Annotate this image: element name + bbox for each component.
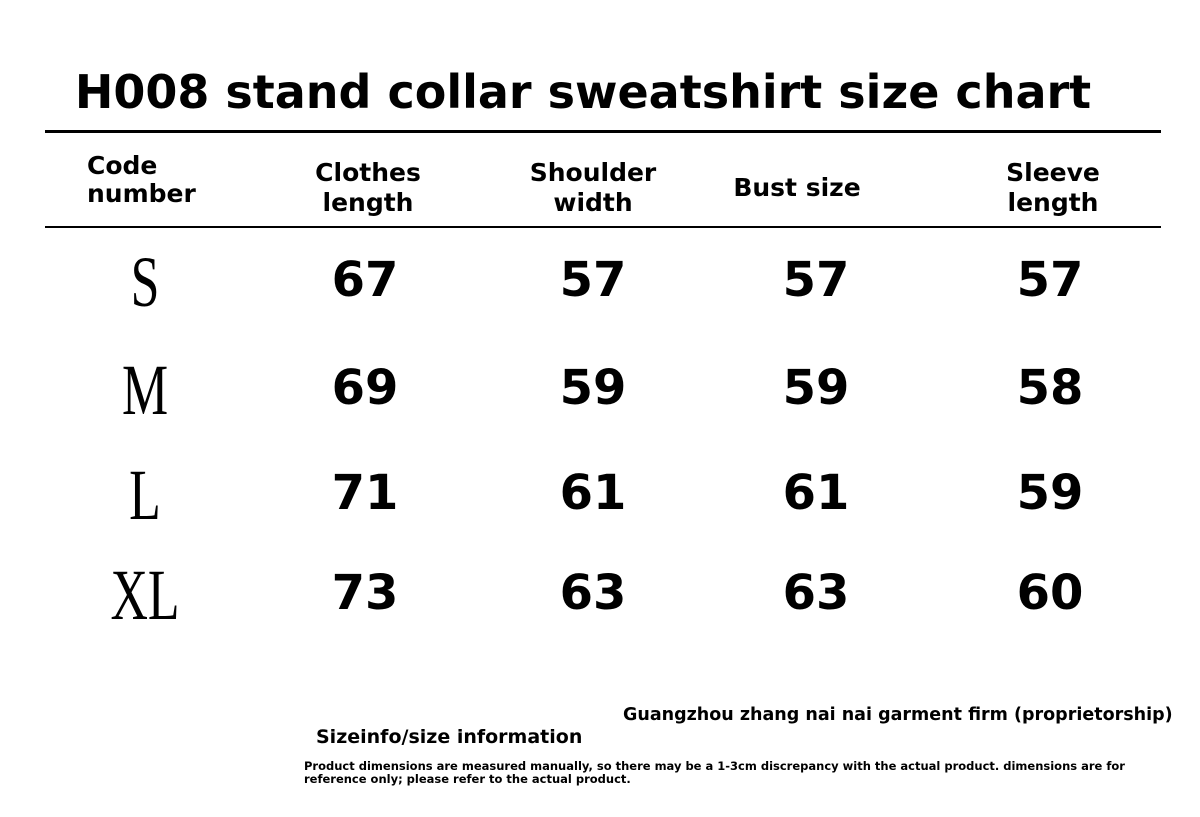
column-header: Bust size	[733, 173, 860, 203]
header-line: Bust size	[733, 173, 861, 202]
company-name: Guangzhou zhang nai nai garment firm (pr…	[623, 705, 1173, 725]
measurement: 60	[1016, 565, 1084, 621]
measurement: 59	[559, 360, 627, 416]
measurement: 59	[1016, 465, 1084, 521]
measurement: 63	[782, 565, 850, 621]
size-code: S	[130, 242, 160, 322]
header-line: Shoulder	[529, 158, 657, 187]
column-header: Clothes length	[315, 158, 421, 218]
column-header: Code number	[87, 152, 196, 208]
measurement: 57	[1016, 252, 1084, 308]
size-code: L	[129, 455, 161, 535]
measurement: 57	[559, 252, 627, 308]
size-code: M	[121, 350, 169, 430]
top-rule	[45, 130, 1161, 133]
header-line: Clothes	[315, 158, 421, 187]
title: H008 stand collar sweatshirt size chart	[74, 65, 1092, 119]
header-line: width	[553, 188, 633, 217]
measurement: 58	[1016, 360, 1084, 416]
disclaimer: Product dimensions are measured manually…	[304, 759, 1125, 786]
measurement: 61	[782, 465, 850, 521]
measurement: 57	[782, 252, 850, 308]
column-header: Sleeve length	[1006, 158, 1100, 218]
header-line: length	[322, 188, 414, 217]
measurement: 63	[559, 565, 627, 621]
size-code: XL	[110, 555, 180, 635]
column-header: Shoulder width	[530, 158, 657, 218]
measurement: 61	[559, 465, 627, 521]
measurement: 59	[782, 360, 850, 416]
size-info-label: Sizeinfo/size information	[316, 726, 583, 748]
header-line: length	[1007, 188, 1099, 217]
measurement: 69	[331, 360, 399, 416]
header-line: Code	[87, 151, 158, 180]
header-line: Sleeve	[1006, 158, 1100, 187]
measurement: 73	[331, 565, 399, 621]
measurement: 71	[331, 465, 399, 521]
measurement: 67	[331, 252, 399, 308]
header-rule	[45, 226, 1161, 228]
header-line: number	[87, 179, 196, 208]
